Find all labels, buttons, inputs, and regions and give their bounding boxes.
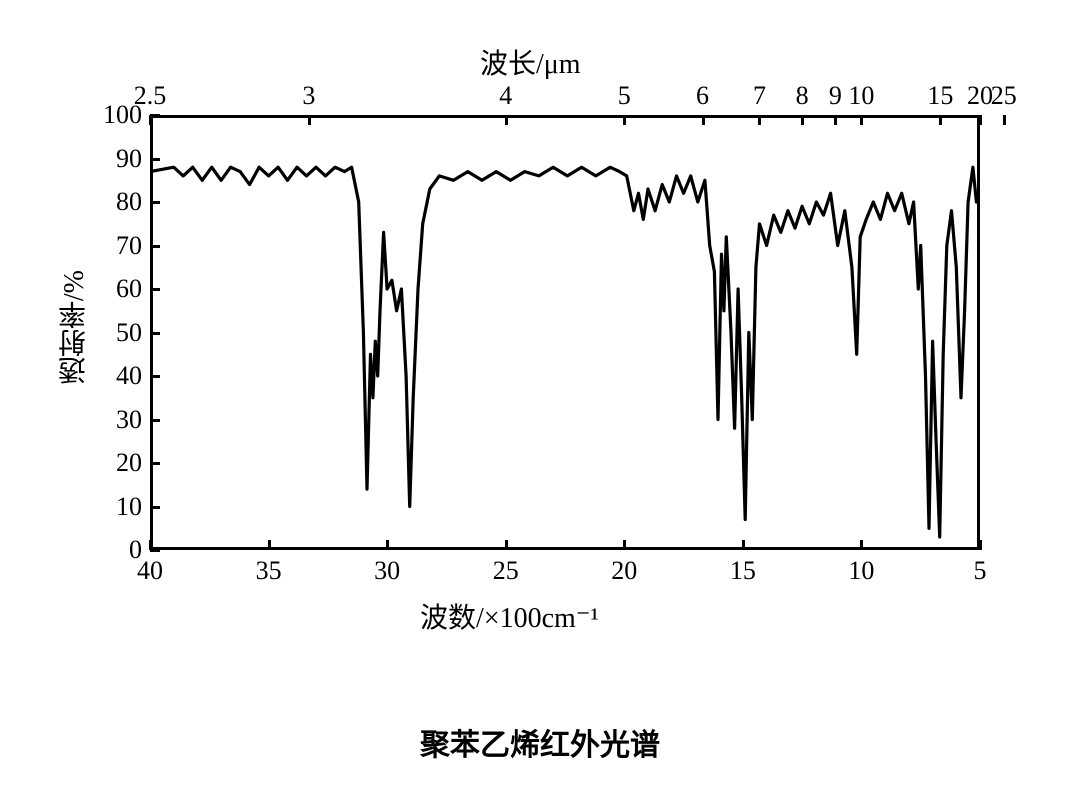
y-tick [150, 288, 160, 291]
y-tick [150, 201, 160, 204]
y-tick [150, 245, 160, 248]
x-tick [860, 540, 863, 550]
top-tick [860, 115, 863, 125]
top-tick-label: 15 [920, 81, 960, 111]
x-tick [505, 540, 508, 550]
y-tick [150, 375, 160, 378]
y-tick [150, 158, 160, 161]
y-tick-label: 60 [116, 274, 142, 304]
y-tick-label: 20 [116, 448, 142, 478]
y-tick-label: 50 [116, 318, 142, 348]
x-tick-label: 15 [725, 556, 761, 586]
x-tick [268, 540, 271, 550]
y-axis-label: 透射率/% [55, 270, 95, 385]
top-tick [149, 115, 152, 125]
x-tick [979, 540, 982, 550]
y-tick [150, 419, 160, 422]
x-tick-label: 5 [962, 556, 998, 586]
top-tick-label: 7 [739, 81, 779, 111]
spectrum-line [0, 0, 1080, 794]
x-tick-label: 40 [132, 556, 168, 586]
top-tick-label: 3 [289, 81, 329, 111]
top-tick-label: 2.5 [130, 81, 170, 111]
top-tick [979, 115, 982, 125]
y-tick-label: 30 [116, 405, 142, 435]
x-tick [623, 540, 626, 550]
x-tick [386, 540, 389, 550]
figure-caption: 聚苯乙烯红外光谱 [420, 720, 660, 764]
ir-spectrum-figure: 波长/μm 透射率/% 波数/×100cm⁻¹ 聚苯乙烯红外光谱 0102030… [0, 0, 1080, 794]
y-tick-label: 10 [116, 492, 142, 522]
x-tick [149, 540, 152, 550]
top-tick [702, 115, 705, 125]
y-tick [150, 462, 160, 465]
bottom-axis-label: 波数/×100cm⁻¹ [420, 596, 599, 636]
top-tick [834, 115, 837, 125]
y-tick [150, 332, 160, 335]
top-tick [801, 115, 804, 125]
x-tick [742, 540, 745, 550]
top-tick [939, 115, 942, 125]
y-tick-label: 40 [116, 361, 142, 391]
x-tick-label: 30 [369, 556, 405, 586]
top-tick-label: 25 [984, 81, 1024, 111]
y-tick-label: 70 [116, 231, 142, 261]
top-tick-label: 6 [683, 81, 723, 111]
x-tick-label: 20 [606, 556, 642, 586]
x-tick-label: 25 [488, 556, 524, 586]
y-tick-label: 90 [116, 144, 142, 174]
top-tick-label: 4 [486, 81, 526, 111]
x-tick-label: 35 [251, 556, 287, 586]
top-tick-label: 5 [604, 81, 644, 111]
top-tick [623, 115, 626, 125]
top-tick [505, 115, 508, 125]
y-tick [150, 506, 160, 509]
y-tick-label: 80 [116, 187, 142, 217]
x-tick-label: 10 [843, 556, 879, 586]
top-tick [1003, 115, 1006, 125]
top-tick [758, 115, 761, 125]
top-tick [308, 115, 311, 125]
top-tick-label: 10 [841, 81, 881, 111]
